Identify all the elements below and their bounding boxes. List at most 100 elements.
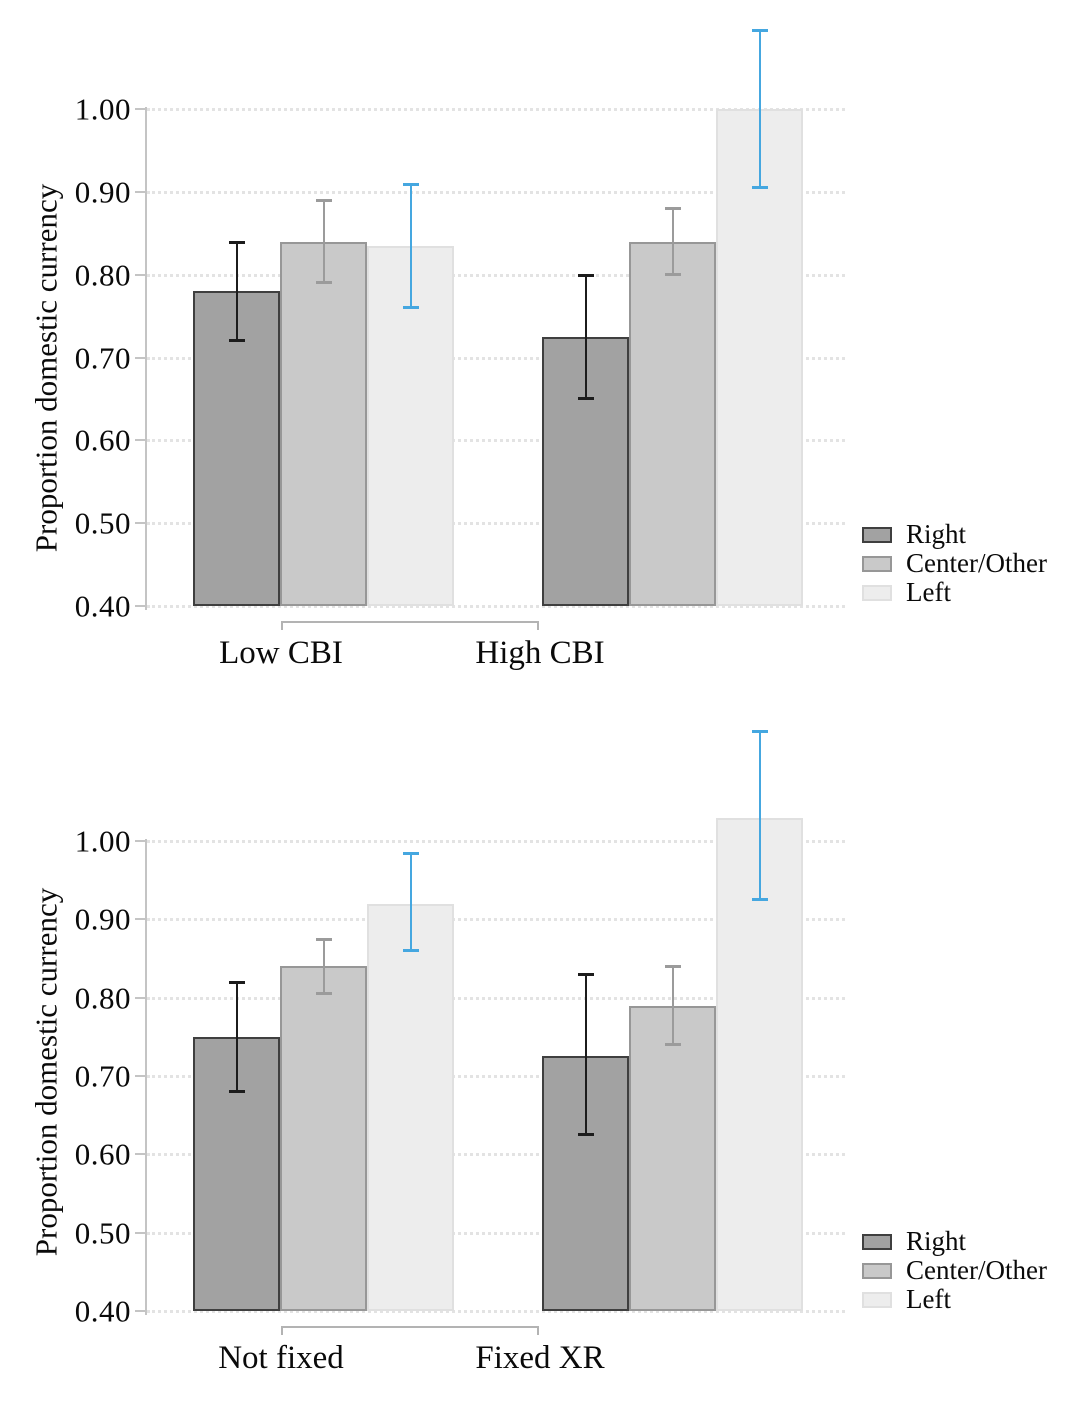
bar-center-other-fixed-xr — [629, 1005, 716, 1311]
gridline — [147, 918, 845, 922]
gridline — [147, 190, 845, 194]
legend-swatch-left — [862, 584, 892, 601]
error-bar-center-other — [322, 200, 325, 283]
error-bar-left — [409, 183, 412, 308]
gridline — [147, 356, 845, 360]
x-axis-bracket-tick-left — [281, 1326, 283, 1335]
error-bar-cap-top — [402, 851, 419, 855]
x-axis-group-label-not-fixed: Not fixed — [218, 1340, 344, 1376]
bar-center-other-not-fixed — [280, 966, 367, 1311]
y-axis-tick — [135, 605, 147, 607]
error-bar-left — [409, 852, 412, 951]
error-bar-cap-bottom — [228, 338, 245, 342]
error-bar-cap-bottom — [228, 1089, 245, 1093]
y-axis-line — [145, 839, 147, 1315]
legend-item-right: Right — [862, 520, 1047, 549]
y-axis-tick — [135, 1310, 147, 1312]
x-axis-group-label-high-cbi: High CBI — [475, 635, 605, 671]
error-bar-right — [235, 982, 238, 1092]
error-bar-cap-bottom — [664, 1042, 681, 1046]
x-axis-bracket — [281, 621, 539, 623]
error-bar-cap-bottom — [315, 991, 332, 995]
legend-item-center-other: Center/Other — [862, 549, 1047, 578]
error-bar-cap-top — [577, 273, 594, 277]
y-axis-line — [145, 107, 147, 610]
y-axis-tick-label: 0.40 — [74, 1293, 131, 1329]
error-bar-cap-top — [315, 937, 332, 941]
error-bar-cap-top — [315, 199, 332, 203]
error-bar-cap-bottom — [751, 897, 768, 901]
error-bar-left — [758, 30, 761, 188]
error-bar-cap-top — [751, 29, 768, 33]
y-axis-tick — [135, 190, 147, 193]
error-bar-center-other — [671, 966, 674, 1045]
bar-center-other-high-cbi — [629, 241, 716, 606]
error-bar-right — [584, 274, 587, 399]
error-bar-cap-top — [664, 207, 681, 211]
x-axis-group-label-low-cbi: Low CBI — [219, 635, 343, 671]
y-axis-tick-label: 0.50 — [74, 1215, 131, 1251]
error-bar-cap-top — [577, 973, 594, 977]
y-axis-tick-label: 0.80 — [74, 980, 131, 1016]
legend-item-center-other: Center/Other — [862, 1256, 1047, 1285]
y-axis-tick-label: 1.00 — [74, 823, 131, 859]
x-axis-bracket-tick-left — [281, 621, 283, 630]
error-bar-cap-bottom — [577, 396, 594, 400]
bar-right-low-cbi — [193, 291, 280, 606]
error-bar-right — [584, 974, 587, 1135]
gridline — [147, 1153, 845, 1157]
y-axis-tick — [135, 273, 147, 276]
legend-swatch-right — [862, 1233, 892, 1250]
legend-swatch-right — [862, 526, 892, 543]
y-axis-tick-label: 0.90 — [74, 901, 131, 937]
error-bar-cap-bottom — [751, 185, 768, 189]
legend-swatch-left — [862, 1291, 892, 1308]
y-axis-tick-label: 0.90 — [74, 174, 131, 210]
gridline — [147, 1310, 845, 1313]
legend-label: Right — [906, 1226, 967, 1256]
legend-label: Center/Other — [906, 548, 1047, 578]
y-axis-tick-label: 0.50 — [74, 505, 131, 541]
y-axis-tick-label: 0.80 — [74, 257, 131, 293]
legend-label: Center/Other — [906, 1255, 1047, 1285]
x-axis-bracket-tick-right — [537, 621, 539, 630]
y-axis-tick — [135, 996, 147, 999]
error-bar-cap-bottom — [664, 272, 681, 276]
error-bar-cap-top — [228, 240, 245, 244]
gridline — [147, 1075, 845, 1078]
y-axis-tick — [135, 918, 147, 921]
y-axis-title: Proportion domestic currency — [28, 887, 64, 1257]
error-bar-cap-bottom — [577, 1132, 594, 1136]
x-axis-bracket — [281, 1326, 539, 1328]
y-axis-tick-label: 0.70 — [74, 340, 131, 375]
legend: Right Center/Other Left — [862, 1227, 1047, 1314]
gridline — [147, 840, 845, 843]
error-bar-cap-top — [402, 182, 419, 186]
legend-item-left: Left — [862, 578, 1047, 607]
legend-label: Right — [906, 519, 967, 549]
y-axis-tick-label: 0.70 — [74, 1058, 131, 1094]
y-axis-tick-label: 1.00 — [74, 91, 131, 127]
error-bar-center-other — [671, 208, 674, 275]
y-axis-tick — [135, 840, 147, 842]
gridline — [147, 605, 845, 608]
legend-item-right: Right — [862, 1227, 1047, 1256]
error-bar-cap-top — [228, 981, 245, 984]
legend-swatch-center-other — [862, 555, 892, 572]
y-axis-tick-label: 0.40 — [74, 588, 131, 624]
error-bar-cap-bottom — [402, 948, 419, 952]
y-axis-tick — [135, 1231, 147, 1234]
y-axis-tick — [135, 1153, 147, 1156]
y-axis-tick-label: 0.60 — [74, 1136, 131, 1172]
gridline — [147, 108, 845, 111]
error-bar-cap-bottom — [402, 305, 419, 309]
gridline — [147, 996, 845, 1000]
y-axis-tick-label: 0.60 — [74, 422, 131, 458]
legend-label: Left — [906, 1284, 951, 1314]
bar-left-high-cbi — [716, 109, 803, 606]
gridline — [147, 273, 845, 277]
y-axis-tick — [135, 1075, 147, 1077]
error-bar-right — [235, 241, 238, 341]
gridline — [147, 439, 845, 443]
